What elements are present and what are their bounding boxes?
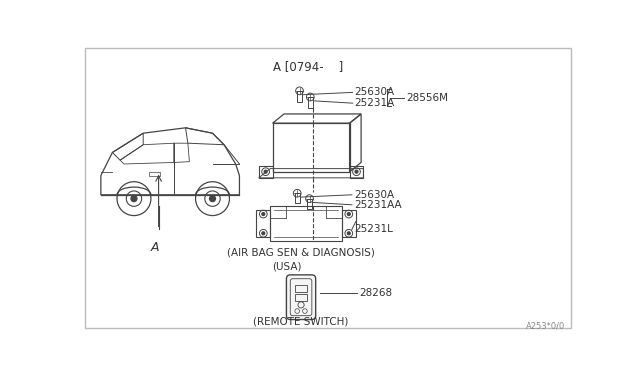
- Bar: [149, 172, 160, 176]
- Bar: [270, 206, 342, 241]
- Text: 28268: 28268: [359, 288, 392, 298]
- Circle shape: [355, 170, 358, 173]
- Bar: [295, 285, 307, 292]
- Text: A253*0/0: A253*0/0: [526, 321, 565, 330]
- Text: 25231AA: 25231AA: [354, 200, 402, 210]
- FancyBboxPatch shape: [287, 275, 316, 320]
- Circle shape: [209, 196, 216, 202]
- Bar: [307, 199, 312, 209]
- Text: 25630A: 25630A: [354, 87, 394, 97]
- Circle shape: [264, 170, 267, 173]
- Circle shape: [262, 232, 265, 235]
- Text: (AIR BAG SEN & DIAGNOSIS): (AIR BAG SEN & DIAGNOSIS): [227, 247, 375, 257]
- Bar: [295, 294, 307, 301]
- Bar: [308, 97, 312, 108]
- Circle shape: [131, 196, 137, 202]
- Bar: [257, 210, 270, 237]
- Bar: [342, 210, 356, 237]
- Text: A [0794-    ]: A [0794- ]: [273, 60, 343, 73]
- Bar: [297, 91, 302, 102]
- Circle shape: [348, 232, 350, 235]
- Text: (REMOTE SWITCH): (REMOTE SWITCH): [253, 317, 349, 327]
- Circle shape: [262, 212, 265, 216]
- Text: 25231A: 25231A: [354, 98, 394, 108]
- Bar: [295, 193, 300, 203]
- Text: (USA): (USA): [273, 262, 302, 272]
- Text: A: A: [150, 241, 159, 254]
- Text: 25231L: 25231L: [354, 224, 393, 234]
- Text: 25630A: 25630A: [354, 190, 394, 200]
- Text: 28556M: 28556M: [406, 93, 448, 103]
- Bar: [273, 123, 349, 172]
- Circle shape: [348, 212, 350, 216]
